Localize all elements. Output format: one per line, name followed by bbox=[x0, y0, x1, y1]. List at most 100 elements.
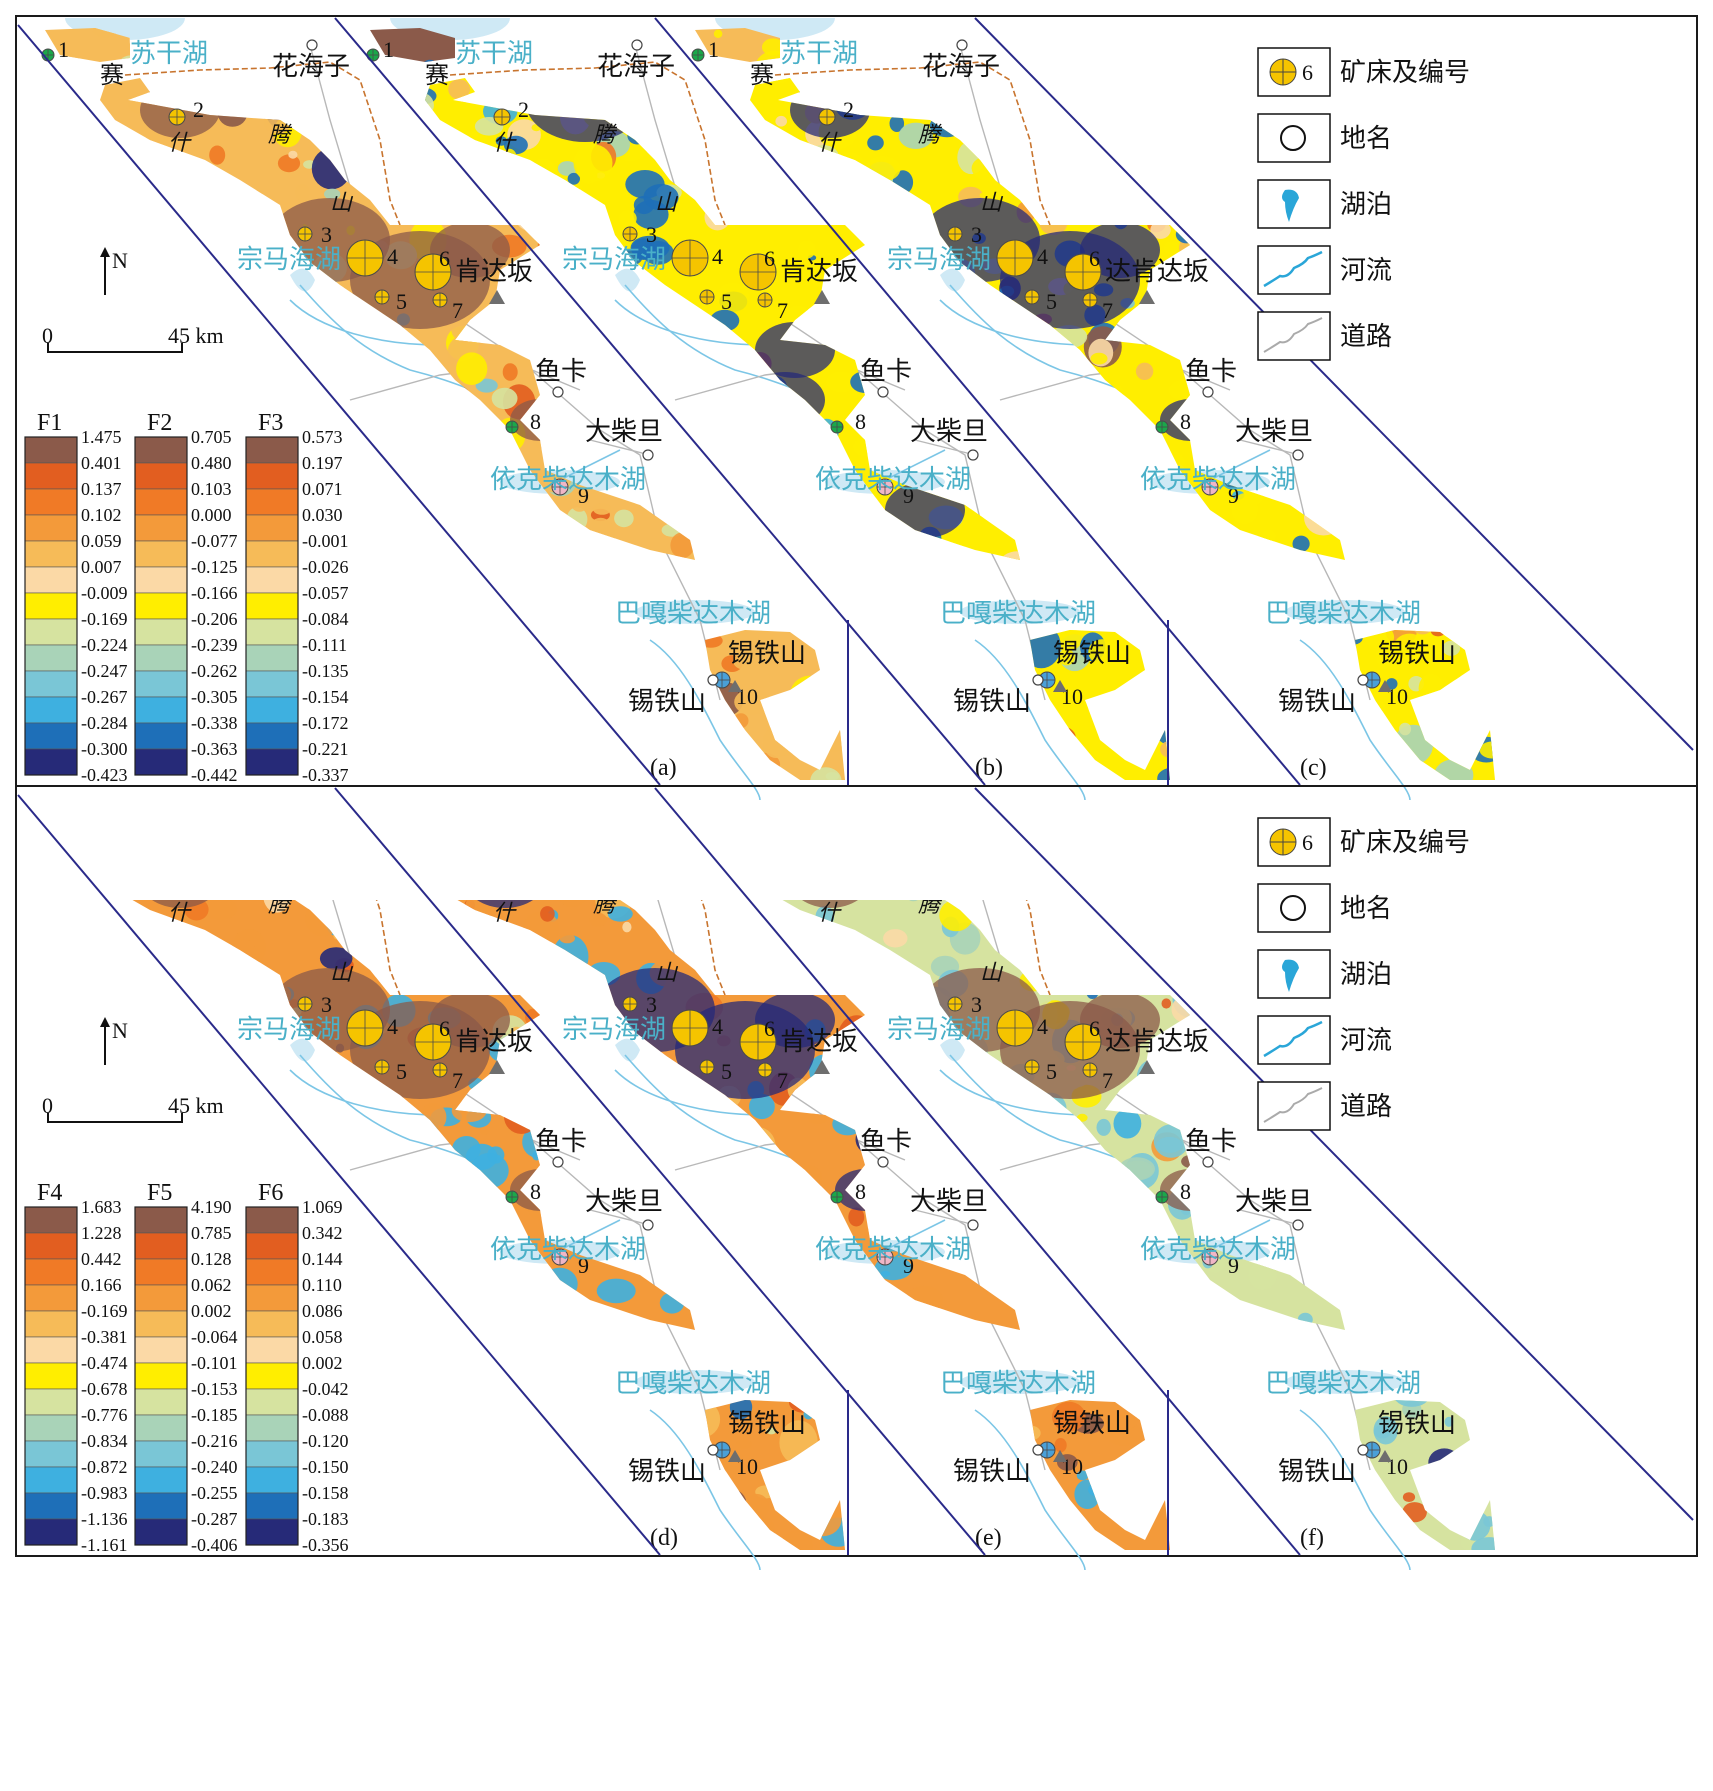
factor-cell bbox=[422, 170, 451, 194]
legend-value: -1.161 bbox=[81, 1535, 128, 1555]
factor-cell bbox=[809, 848, 824, 865]
factor-cell bbox=[419, 776, 454, 780]
factor-cell bbox=[1074, 1479, 1101, 1509]
factor-cell bbox=[1066, 444, 1104, 470]
legend-value: -0.287 bbox=[191, 1509, 238, 1529]
factor-cell bbox=[817, 1197, 828, 1205]
baga-lake-shape bbox=[960, 600, 1080, 624]
factor-cell bbox=[68, 1085, 103, 1116]
factor-cell bbox=[835, 829, 849, 839]
factor-cell bbox=[735, 382, 762, 404]
factor-cell bbox=[888, 554, 928, 601]
factor-cell bbox=[978, 647, 1009, 678]
legend-value: 0.007 bbox=[81, 557, 122, 577]
factor-cell bbox=[456, 663, 495, 700]
factor-cell bbox=[408, 1438, 431, 1465]
factor-cell bbox=[611, 1328, 632, 1352]
factor-cell bbox=[1191, 76, 1207, 91]
factor-cell bbox=[571, 822, 607, 850]
mountain-triangle bbox=[728, 680, 742, 692]
label-huahaizi: 花海子 bbox=[272, 822, 350, 852]
factor-cell bbox=[763, 866, 771, 873]
factor-cell bbox=[884, 654, 916, 678]
legend-swatch bbox=[245, 1310, 299, 1338]
factor-cell bbox=[214, 180, 231, 197]
factor-cell bbox=[885, 272, 922, 313]
factor-cell bbox=[358, 1326, 398, 1372]
factor-cell bbox=[1166, 121, 1170, 145]
factor-cell bbox=[936, 1527, 970, 1550]
factor-cell bbox=[480, 608, 490, 616]
factor-cell bbox=[238, 993, 252, 1005]
factor-cell bbox=[507, 1334, 530, 1360]
legend-value: -0.166 bbox=[191, 583, 238, 603]
factor-cell bbox=[383, 1304, 414, 1334]
mountain-triangle bbox=[1378, 680, 1392, 692]
factor-cell bbox=[384, 344, 415, 373]
factor-cell bbox=[794, 486, 806, 498]
factor-cell bbox=[672, 159, 699, 181]
factor-cell bbox=[1299, 1491, 1317, 1507]
mountain-triangle bbox=[814, 290, 830, 304]
factor-cell bbox=[1325, 476, 1354, 497]
factor-cell bbox=[1486, 822, 1513, 840]
factor-cell bbox=[85, 802, 113, 821]
label-shi: 什 bbox=[493, 901, 517, 926]
label-xitieshan-town: 锡铁山 bbox=[628, 687, 706, 717]
factor-cell bbox=[559, 933, 575, 944]
factor-cell bbox=[234, 323, 244, 334]
legend-swatch bbox=[134, 1206, 188, 1234]
label-teng: 腾 bbox=[593, 123, 618, 148]
factor-cell bbox=[1019, 1517, 1041, 1536]
factor-cell bbox=[508, 288, 522, 303]
factor-cell bbox=[437, 831, 460, 850]
legend-label-3: 河流 bbox=[1340, 1026, 1392, 1056]
factor-cell bbox=[854, 326, 866, 340]
factor-cell bbox=[710, 400, 736, 428]
legend-swatch bbox=[134, 436, 188, 464]
factor-cell bbox=[374, 376, 384, 384]
factor-cell bbox=[1054, 1438, 1067, 1453]
factor-cell bbox=[862, 1346, 895, 1368]
factor-cell bbox=[680, 417, 712, 454]
factor-cell bbox=[1134, 585, 1159, 609]
baga-lake-shape bbox=[1285, 1370, 1405, 1394]
factor-cell bbox=[383, 422, 401, 435]
legend-title-F2: F2 bbox=[147, 410, 172, 436]
factor-cell bbox=[1483, 1318, 1495, 1334]
place-circle-icon bbox=[1280, 895, 1306, 921]
legend-swatch bbox=[24, 1388, 78, 1416]
factor-cell bbox=[1126, 717, 1161, 745]
factor-cell bbox=[972, 906, 996, 928]
factor-cell bbox=[73, 814, 91, 828]
factor-cell bbox=[690, 492, 722, 528]
deposit-number: 3 bbox=[971, 992, 982, 1017]
label-zongmahai-lake: 宗马海湖 bbox=[562, 245, 666, 275]
label-yike-lake: 依克柴达木湖 bbox=[490, 1235, 646, 1265]
label-xitieshan-mountain: 锡铁山 bbox=[1378, 639, 1456, 669]
factor-cell bbox=[501, 673, 530, 700]
factor-cell bbox=[1420, 360, 1450, 390]
factor-cell bbox=[777, 712, 798, 727]
factor-cell bbox=[517, 1059, 558, 1105]
factor-cell bbox=[896, 777, 922, 780]
factor-cell bbox=[1130, 129, 1153, 143]
factor-cell bbox=[870, 39, 880, 45]
factor-cell bbox=[1017, 750, 1039, 772]
factor-cell bbox=[1018, 718, 1035, 729]
baga-lake-shape bbox=[635, 600, 755, 624]
label-sai: 赛 bbox=[100, 61, 124, 89]
deposit-number: 10 bbox=[1386, 684, 1408, 709]
factor-cell bbox=[1348, 1129, 1361, 1143]
factor-cell bbox=[51, 1052, 70, 1066]
factor-cell bbox=[583, 788, 607, 817]
river-line bbox=[559, 449, 621, 481]
factor-cell bbox=[575, 1515, 598, 1541]
factor-cell bbox=[784, 938, 820, 961]
factor-cell bbox=[1367, 700, 1386, 712]
river-line bbox=[939, 1069, 1091, 1116]
factor-cell bbox=[524, 1340, 540, 1352]
deposit-number: 4 bbox=[1037, 1014, 1048, 1039]
